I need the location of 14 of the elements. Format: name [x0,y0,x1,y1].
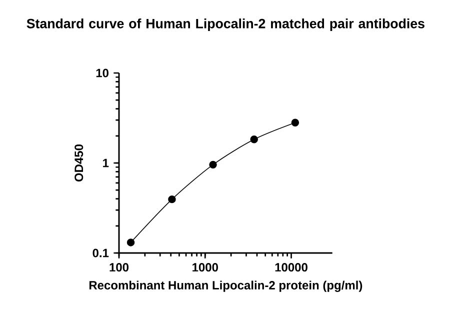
x-tick-label: 1000 [192,263,218,272]
point [209,160,217,169]
y-tick-label: 0.1 [92,248,109,258]
point [291,118,300,126]
point [126,238,135,246]
point [168,195,176,204]
y-axis-title: OD450 [74,144,84,182]
x-tick-label: 100 [110,263,129,272]
x-axis-title: Recombinant Human Lipocalin-2 protein (pg/ml) [89,280,362,292]
x-tick-label: 10000 [275,263,308,272]
y-tick-label: 10 [96,68,108,78]
chart-title: Standard curve of Human Lipocalin-2 matched pair antibodies [26,18,424,31]
point [250,136,258,144]
y-tick-label: 1 [103,158,109,168]
